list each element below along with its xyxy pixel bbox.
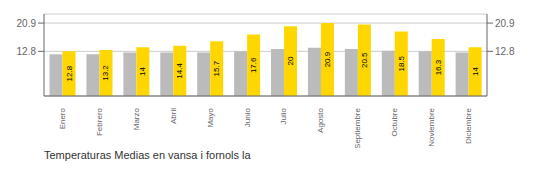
svg-text:Julio: Julio: [279, 107, 288, 124]
svg-text:Noviembre: Noviembre: [427, 107, 436, 146]
svg-text:Agosto: Agosto: [316, 107, 325, 132]
html-text:Temperaturas Medias en vansa i: Temperaturas Medias en vansa i fornols l…: [44, 149, 251, 161]
svg-text:Enero: Enero: [58, 107, 67, 129]
svg-text:Septiembre: Septiembre: [353, 107, 362, 148]
svg-text:Febrero: Febrero: [95, 107, 104, 136]
svg-text:12.8: 12.8: [17, 46, 37, 57]
svg-text:Mayo: Mayo: [206, 107, 215, 127]
svg-text:20.9: 20.9: [323, 51, 332, 67]
svg-text:12.8: 12.8: [65, 65, 74, 81]
svg-text:Abril: Abril: [169, 108, 178, 124]
svg-text:Junio: Junio: [243, 107, 252, 127]
svg-text:14.4: 14.4: [175, 63, 184, 79]
svg-text:14: 14: [138, 67, 147, 76]
svg-text:Diciembre: Diciembre: [464, 107, 473, 144]
svg-text:20.9: 20.9: [495, 18, 515, 29]
svg-text:13.2: 13.2: [101, 65, 110, 81]
svg-text:14: 14: [471, 67, 480, 76]
svg-text:Marzo: Marzo: [132, 107, 141, 130]
svg-text:12.8: 12.8: [495, 46, 515, 57]
svg-text:20: 20: [286, 56, 295, 65]
svg-text:Octubre: Octubre: [390, 107, 399, 136]
svg-text:17.6: 17.6: [249, 57, 258, 73]
svg-text:20.9: 20.9: [17, 18, 37, 29]
svg-text:15.7: 15.7: [212, 60, 221, 76]
svg-text:16.3: 16.3: [434, 59, 443, 75]
svg-text:20.5: 20.5: [360, 52, 369, 68]
svg-text:18.5: 18.5: [397, 55, 406, 71]
